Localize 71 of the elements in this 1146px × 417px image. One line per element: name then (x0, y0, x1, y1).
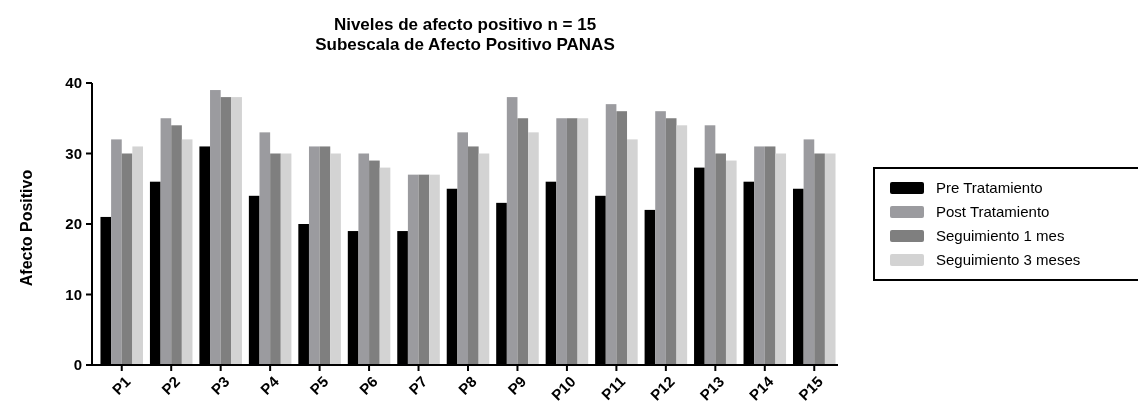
x-tick-label: P15 (795, 372, 827, 404)
bar (160, 118, 172, 365)
bar (319, 146, 331, 365)
bar (577, 118, 589, 365)
chart-title: Niveles de afecto positivo n = 15 Subescala de Afecto Positivo PANAS (315, 15, 615, 54)
y-tick-label: 40 (65, 74, 82, 92)
x-tick-label: P11 (597, 372, 629, 404)
bar (627, 139, 638, 365)
bar (814, 153, 825, 365)
y-tick-label: 20 (65, 215, 82, 233)
bar (407, 174, 419, 365)
bar (308, 146, 320, 365)
bar (280, 153, 292, 365)
x-tick-label: P9 (504, 372, 530, 398)
bar (528, 132, 539, 365)
bar (655, 111, 666, 365)
x-tick-label: P6 (355, 372, 381, 398)
bar (616, 111, 628, 365)
bar (754, 146, 765, 365)
bar (566, 118, 578, 365)
bar (369, 160, 380, 365)
bar (111, 139, 122, 365)
bar (764, 146, 776, 365)
bar (231, 97, 242, 365)
bar (506, 97, 518, 365)
bar (181, 139, 193, 365)
bar (775, 153, 787, 365)
legend-label: Post Tratamiento (936, 203, 1050, 221)
x-tick-label: P3 (207, 372, 233, 398)
x-tick-label: P8 (454, 372, 480, 398)
bar (379, 167, 391, 365)
bar (220, 97, 232, 365)
x-tick-label: P5 (306, 372, 332, 398)
x-tick-label: P4 (256, 372, 283, 398)
bar (556, 118, 567, 365)
y-tick-label: 30 (65, 144, 82, 162)
bar (478, 153, 490, 365)
bar (468, 146, 479, 365)
x-tick-label: P12 (646, 372, 678, 404)
bar (171, 125, 182, 365)
bar (605, 104, 617, 365)
legend-label: Pre Tratamiento (936, 179, 1043, 197)
bar (259, 132, 271, 365)
bar (725, 160, 737, 365)
bar (121, 153, 133, 365)
bar (457, 132, 468, 365)
bar (517, 118, 529, 365)
x-tick-label: P13 (696, 372, 728, 404)
y-tick-label: 0 (73, 356, 82, 374)
x-tick-label: P1 (108, 372, 134, 398)
legend-label: Seguimiento 1 mes (936, 227, 1065, 245)
bar (803, 139, 815, 365)
bar (676, 125, 688, 365)
bar (210, 90, 221, 365)
bar (704, 125, 716, 365)
bar (270, 153, 281, 365)
x-tick-label: P7 (405, 372, 431, 398)
x-tick-label: P14 (745, 372, 778, 404)
bar (418, 174, 430, 365)
legend-label: Seguimiento 3 meses (936, 251, 1081, 269)
bar (132, 146, 144, 365)
y-tick-label: 10 (65, 285, 82, 303)
bar (715, 153, 726, 365)
x-tick-label: P10 (547, 372, 579, 404)
x-tick-label: P2 (158, 372, 184, 398)
bar (330, 153, 341, 365)
y-axis-title: Afecto Positivo (18, 169, 35, 287)
bar (824, 153, 836, 365)
bar (358, 153, 370, 365)
bar (665, 118, 677, 365)
bar (429, 174, 440, 365)
